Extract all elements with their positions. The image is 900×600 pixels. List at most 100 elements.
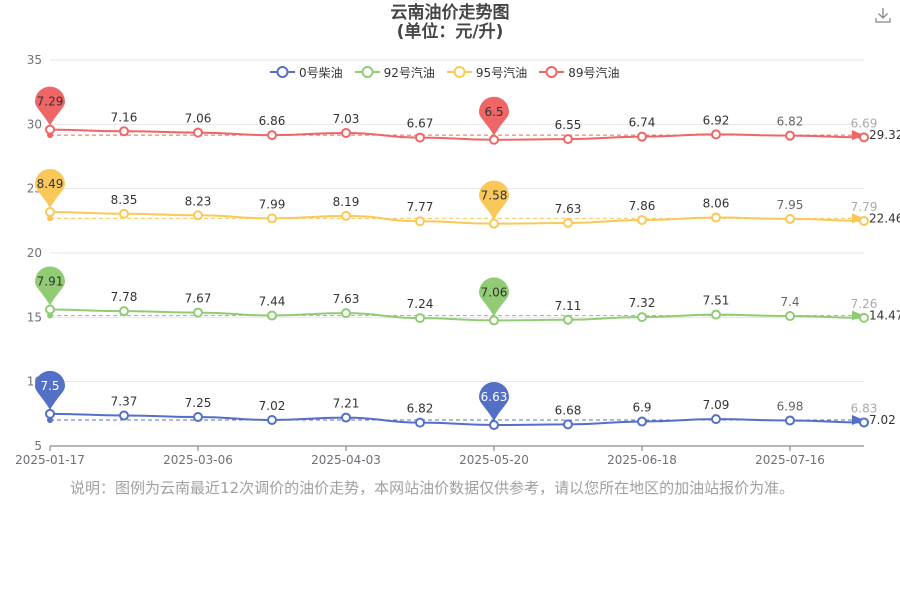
legend-item[interactable]: 92号汽油	[354, 64, 435, 81]
data-point	[711, 212, 721, 223]
data-label: 7.4	[780, 295, 799, 309]
max-pin: 7.5	[35, 370, 65, 410]
data-point	[637, 416, 647, 427]
data-point	[489, 315, 499, 326]
y-tick-label: 5	[34, 439, 42, 453]
series-line	[49, 308, 865, 322]
x-tick-label: 2025-04-03	[311, 453, 381, 467]
data-label: 7.24	[407, 297, 434, 311]
data-point	[563, 218, 573, 229]
data-label: 6.82	[777, 115, 804, 129]
data-point	[119, 208, 129, 219]
min-pin: 7.58	[479, 180, 509, 220]
data-label: 6.74	[629, 116, 656, 130]
pin-label: 6.63	[481, 390, 508, 404]
data-label: 7.63	[333, 292, 360, 306]
min-pin: 6.5	[479, 96, 509, 136]
data-label: 8.35	[111, 193, 138, 207]
data-label: 7.03	[333, 112, 360, 126]
data-label: 7.86	[629, 199, 656, 213]
data-label: 7.67	[185, 292, 212, 306]
data-label: 7.25	[185, 396, 212, 410]
legend-item[interactable]: 0号柴油	[270, 64, 343, 81]
data-point	[637, 215, 647, 226]
data-point	[415, 216, 425, 227]
data-label: 8.19	[333, 195, 360, 209]
chart-subtitle: (单位：元/升)	[396, 22, 504, 42]
series-line	[49, 128, 865, 141]
data-point	[637, 131, 647, 142]
data-point	[119, 306, 129, 317]
legend-label: 0号柴油	[299, 65, 343, 80]
data-label: 7.95	[777, 198, 804, 212]
data-point	[119, 126, 129, 137]
data-label: 7.26	[851, 297, 878, 311]
series-1: 14.47 7.78 7.67 7.44 7.63 7.24 7.11 7.32 7.51 7.4…	[35, 266, 900, 326]
pin-shape	[479, 96, 509, 136]
data-label: 6.68	[555, 403, 582, 417]
pin-shape	[35, 86, 65, 126]
min-pin: 6.63	[479, 382, 509, 422]
data-point	[45, 408, 55, 419]
data-point	[489, 134, 499, 145]
data-point	[859, 132, 869, 143]
data-point	[193, 210, 203, 221]
legend-line-icon	[446, 66, 472, 78]
data-label: 6.83	[851, 401, 878, 415]
series-line	[49, 412, 865, 427]
data-label: 7.32	[629, 296, 656, 310]
data-label: 7.06	[185, 112, 212, 126]
data-point	[415, 132, 425, 143]
data-point	[563, 314, 573, 325]
legend-label: 89号汽油	[568, 65, 620, 80]
x-tick-label: 2025-01-17	[15, 453, 85, 467]
data-label: 6.55	[555, 118, 582, 132]
data-point	[267, 130, 277, 141]
legend-line-icon	[539, 66, 565, 78]
download-icon[interactable]	[874, 6, 892, 24]
data-point	[193, 307, 203, 318]
data-label: 7.02	[259, 399, 286, 413]
data-label: 6.92	[703, 113, 730, 127]
data-label: 7.09	[703, 398, 730, 412]
data-label: 8.23	[185, 194, 212, 208]
pin-shape	[35, 266, 65, 306]
data-point	[489, 218, 499, 229]
data-point	[341, 412, 351, 423]
data-point	[563, 419, 573, 430]
legend-item[interactable]: 89号汽油	[539, 64, 619, 81]
data-label: 7.21	[333, 397, 360, 411]
data-point	[785, 130, 795, 141]
data-label: 7.77	[407, 200, 434, 214]
average-label: 7.02	[869, 413, 896, 427]
data-label: 7.63	[555, 202, 582, 216]
y-tick-label: 30	[27, 117, 42, 131]
data-point	[637, 312, 647, 323]
pin-label: 7.5	[40, 379, 59, 393]
data-point	[711, 414, 721, 425]
pin-label: 7.91	[37, 274, 64, 288]
chart-title: 云南油价走势图	[390, 3, 510, 23]
pin-label: 7.06	[481, 285, 508, 299]
data-label: 7.37	[111, 395, 138, 409]
pin-shape	[479, 277, 509, 317]
data-point	[859, 215, 869, 226]
average-label: 14.47	[869, 308, 900, 322]
data-point	[785, 213, 795, 224]
chart-title-block: 云南油价走势图 (单位：元/升)	[0, 4, 900, 42]
data-label: 7.78	[111, 290, 138, 304]
data-label: 7.51	[703, 294, 730, 308]
data-point	[341, 210, 351, 221]
pin-label: 7.29	[37, 95, 64, 109]
data-label: 7.16	[111, 110, 138, 124]
legend-item[interactable]: 95号汽油	[446, 64, 528, 81]
pin-label: 6.5	[484, 105, 503, 119]
data-label: 8.06	[703, 196, 730, 210]
data-label: 6.69	[851, 116, 878, 130]
y-tick-label: 35	[27, 53, 42, 67]
legend-label: 95号汽油	[475, 65, 528, 80]
pin-label: 8.49	[37, 177, 64, 191]
data-label: 6.67	[407, 117, 434, 131]
series-0: 7.02 7.37 7.25 7.02 7.21 6.82 6.68 6.9 7.09 6.98 6…	[35, 370, 896, 431]
data-label: 6.86	[259, 114, 286, 128]
